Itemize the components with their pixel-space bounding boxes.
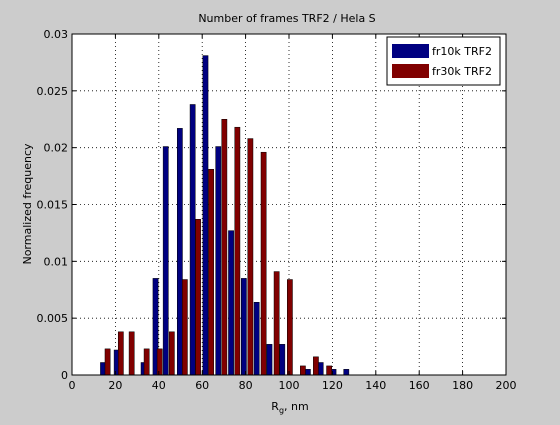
legend-swatch-fr30k (392, 64, 429, 78)
bar-fr10k (202, 55, 209, 376)
bar-fr30k (117, 331, 124, 376)
x-tick-label: 0 (69, 379, 76, 392)
bar-fr10k (189, 104, 196, 376)
bar-fr10k (279, 344, 286, 376)
x-tick-label: 120 (322, 379, 343, 392)
y-tick-label: 0.005 (37, 312, 69, 325)
x-tick-label: 80 (239, 379, 253, 392)
legend-label-fr10k: fr10k TRF2 (432, 45, 492, 58)
bar-fr30k (195, 219, 201, 376)
x-tick-label: 160 (409, 379, 430, 392)
y-tick-label: 0.03 (44, 28, 69, 41)
bar-fr30k (128, 331, 135, 376)
legend-swatch-fr10k (392, 44, 429, 58)
y-tick-label: 0.025 (37, 85, 69, 98)
bar-fr30k (181, 279, 188, 376)
bar-fr30k (313, 356, 319, 376)
bar-fr30k (300, 365, 306, 376)
bar-fr10k (253, 302, 260, 376)
x-tick-label: 40 (152, 379, 166, 392)
bar-fr30k (208, 169, 214, 376)
legend: fr10k TRF2 fr30k TRF2 (386, 36, 501, 86)
bar-fr30k (221, 119, 228, 376)
bar-fr10k (317, 362, 324, 376)
y-tick-label: 0.01 (44, 255, 69, 268)
bar-fr10k (162, 146, 169, 376)
y-axis-label: Normalized frequency (21, 143, 34, 265)
x-tick-label: 100 (279, 379, 300, 392)
bar-fr10k (305, 369, 311, 376)
x-axis-label: Rg, nm (271, 400, 308, 415)
bar-fr30k (287, 279, 293, 376)
x-tick-label: 60 (195, 379, 209, 392)
bar-fr30k (143, 348, 150, 376)
bar-fr30k (260, 151, 267, 376)
x-axis-ticks: 0 20 40 60 80 100 120 140 160 180 200 (69, 34, 517, 392)
bar-fr10k (266, 344, 273, 376)
x-tick-label: 200 (496, 379, 517, 392)
bar-fr30k (326, 365, 332, 376)
bar-fr30k (247, 138, 254, 376)
y-tick-label: 0.02 (44, 142, 69, 155)
chart-title: Number of frames TRF2 / Hela S (198, 12, 375, 25)
y-tick-label: 0 (61, 369, 68, 382)
bar-fr10k (215, 146, 222, 376)
y-tick-label: 0.015 (37, 199, 69, 212)
legend-label-fr30k: fr30k TRF2 (432, 65, 492, 78)
y-axis-ticks: 0 0.005 0.01 0.015 0.02 0.025 0.03 (37, 28, 506, 382)
x-tick-label: 180 (452, 379, 473, 392)
bar-fr30k (168, 331, 175, 376)
bar-fr30k (156, 348, 163, 376)
bars (100, 55, 350, 376)
bar-fr10k (343, 369, 350, 376)
bar-fr30k (273, 271, 280, 376)
bar-fr10k (228, 230, 234, 376)
bar-fr10k (241, 278, 247, 376)
bar-fr30k (104, 348, 111, 376)
bar-fr10k (176, 128, 183, 376)
x-tick-label: 20 (108, 379, 122, 392)
x-tick-label: 140 (365, 379, 386, 392)
bar-fr30k (234, 126, 241, 376)
